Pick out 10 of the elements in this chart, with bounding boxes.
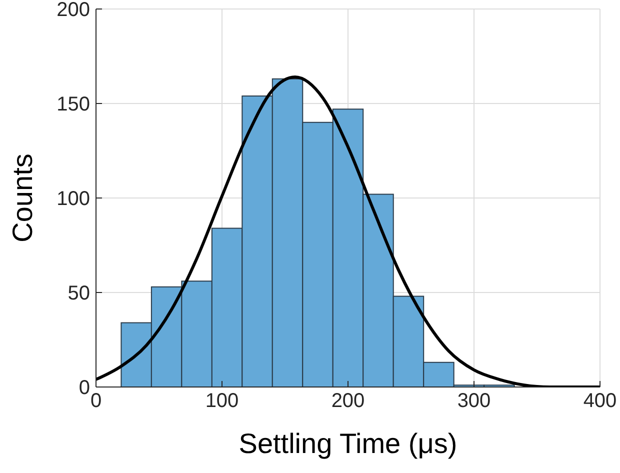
y-tick-label: 50 [68, 282, 90, 305]
y-tick-label: 100 [56, 188, 90, 210]
y-tick-label: 200 [56, 0, 90, 22]
x-axis-title: Settling Time (μs) [238, 428, 458, 459]
x-tick-label: 300 [457, 390, 491, 412]
y-axis-title: Counts [6, 154, 38, 242]
x-tick-label: 100 [205, 390, 239, 412]
x-tick-label: 200 [331, 390, 365, 412]
y-tick-label: 150 [56, 94, 90, 116]
x-tick-label: 400 [583, 390, 617, 412]
